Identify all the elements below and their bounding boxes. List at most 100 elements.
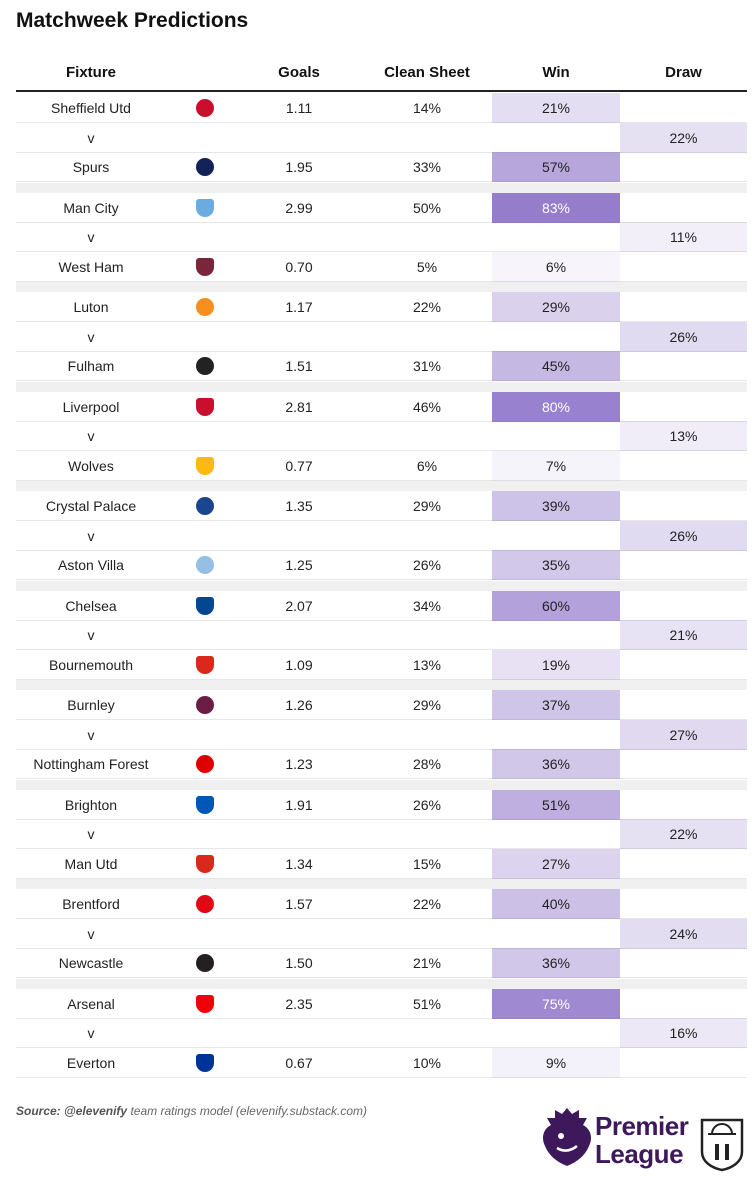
source-handle: @elevenify (64, 1104, 128, 1118)
team-crest-icon (196, 854, 214, 873)
goals-value: 1.17 (285, 299, 313, 315)
header-fixture: Fixture (65, 64, 116, 81)
header-win: Win (542, 64, 570, 81)
page-title: Matchweek Predictions (16, 9, 249, 32)
table-header: Fixture Goals Clean Sheet Win Draw (16, 58, 747, 92)
goals-value: 1.09 (285, 656, 313, 673)
win-value: 21% (492, 93, 620, 123)
win-value: 45% (492, 351, 620, 381)
draw-value: 22% (620, 122, 747, 153)
table-row: Aston Villa 1.25 26% 35% (16, 550, 747, 580)
clean-sheet-value: 6% (416, 457, 438, 474)
goals-value: 0.67 (285, 1054, 313, 1071)
versus-label: v (87, 627, 95, 643)
source-note: Source: @elevenify team ratings model (e… (16, 1104, 367, 1118)
table-row: Man City 2.99 50% 83% (16, 192, 747, 223)
draw-value: 26% (620, 321, 747, 352)
team-crest-icon (196, 696, 214, 714)
win-value: 60% (492, 590, 620, 621)
goals-value: 2.07 (285, 597, 313, 614)
versus-row: v 26% (16, 321, 747, 352)
team-crest-icon (196, 298, 214, 316)
team-crest-icon (196, 795, 214, 814)
table-row: Everton 0.67 10% 9% (16, 1047, 747, 1078)
wordmark-line-2: League (595, 1139, 684, 1169)
team-crest-icon (196, 257, 214, 276)
goals-value: 1.91 (285, 796, 313, 813)
clean-sheet-value: 22% (412, 299, 442, 315)
team-crest-icon (196, 158, 214, 176)
team-crest-icon (196, 397, 214, 416)
clean-sheet-value: 5% (416, 258, 438, 275)
table-row: Brighton 1.91 26% 51% (16, 789, 747, 820)
team-name: Wolves (68, 457, 114, 474)
draw-value: 24% (620, 918, 747, 949)
table-row: Burnley 1.26 29% 37% (16, 690, 747, 720)
fixture-separator (16, 879, 747, 889)
clean-sheet-value: 13% (412, 656, 442, 673)
draw-value: 26% (620, 520, 747, 551)
team-crest-icon (196, 655, 214, 674)
clean-sheet-value: 14% (412, 100, 442, 116)
clean-sheet-value: 51% (412, 995, 442, 1012)
team-crest-icon (196, 99, 214, 117)
goals-value: 1.35 (285, 498, 313, 514)
win-value: 7% (492, 450, 620, 481)
versus-row: v 13% (16, 421, 747, 451)
clean-sheet-value: 31% (412, 358, 442, 374)
versus-label: v (87, 726, 95, 743)
table-row: Arsenal 2.35 51% 75% (16, 988, 747, 1019)
win-value: 27% (492, 848, 620, 879)
table-row: Liverpool 2.81 46% 80% (16, 391, 747, 422)
team-name: Chelsea (65, 597, 117, 614)
team-crest-icon (196, 1053, 214, 1072)
table-row: Newcastle 1.50 21% 36% (16, 948, 747, 978)
fixture-separator (16, 282, 747, 292)
versus-row: v 22% (16, 819, 747, 849)
clean-sheet-value: 28% (412, 756, 442, 772)
table-row: Nottingham Forest 1.23 28% 36% (16, 749, 747, 779)
draw-value: 22% (620, 819, 747, 849)
team-crest-icon (196, 596, 214, 615)
goals-value: 1.26 (285, 697, 313, 713)
team-crest-icon (196, 497, 214, 515)
table-row: Wolves 0.77 6% 7% (16, 450, 747, 481)
table-row: Crystal Palace 1.35 29% 39% (16, 491, 747, 521)
clean-sheet-value: 29% (412, 498, 442, 514)
clean-sheet-value: 26% (412, 557, 442, 573)
team-crest-icon (196, 198, 214, 217)
premier-league-lion-icon (543, 1108, 591, 1166)
team-name: Crystal Palace (45, 498, 137, 514)
team-name: Everton (66, 1054, 116, 1071)
team-name: Man City (63, 199, 119, 216)
goals-value: 1.11 (285, 100, 313, 116)
versus-row: v 16% (16, 1018, 747, 1048)
versus-label: v (87, 527, 95, 544)
goals-value: 1.50 (285, 955, 313, 971)
win-value: 36% (492, 749, 620, 779)
versus-row: v 26% (16, 520, 747, 551)
team-name: Burnley (67, 697, 115, 713)
team-crest-icon (196, 755, 214, 773)
win-value: 29% (492, 292, 620, 322)
fixture-separator (16, 978, 747, 989)
win-value: 51% (492, 789, 620, 820)
clean-sheet-value: 46% (412, 398, 442, 415)
table-row: Brentford 1.57 22% 40% (16, 889, 747, 919)
team-crest-icon (196, 994, 214, 1013)
table-row: Fulham 1.51 31% 45% (16, 351, 747, 381)
team-crest-icon (196, 556, 214, 574)
win-value: 6% (492, 251, 620, 282)
versus-label: v (87, 129, 95, 146)
versus-label: v (87, 428, 95, 444)
versus-row: v 21% (16, 620, 747, 650)
goals-value: 1.57 (285, 896, 313, 912)
table-row: Spurs 1.95 33% 57% (16, 152, 747, 182)
win-value: 57% (492, 152, 620, 182)
team-crest-icon (196, 456, 214, 475)
clean-sheet-value: 26% (412, 796, 442, 813)
header-draw: Draw (665, 64, 702, 81)
table-row: Man Utd 1.34 15% 27% (16, 848, 747, 879)
team-name: Bournemouth (48, 656, 134, 673)
versus-label: v (87, 826, 95, 842)
